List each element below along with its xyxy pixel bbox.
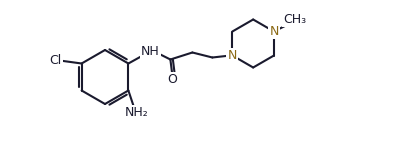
Text: Cl: Cl bbox=[49, 54, 62, 67]
Text: CH₃: CH₃ bbox=[283, 13, 306, 26]
Text: N: N bbox=[228, 49, 237, 62]
Text: NH₂: NH₂ bbox=[125, 106, 148, 119]
Text: N: N bbox=[269, 25, 279, 38]
Text: NH: NH bbox=[141, 45, 160, 58]
Text: O: O bbox=[168, 73, 178, 86]
